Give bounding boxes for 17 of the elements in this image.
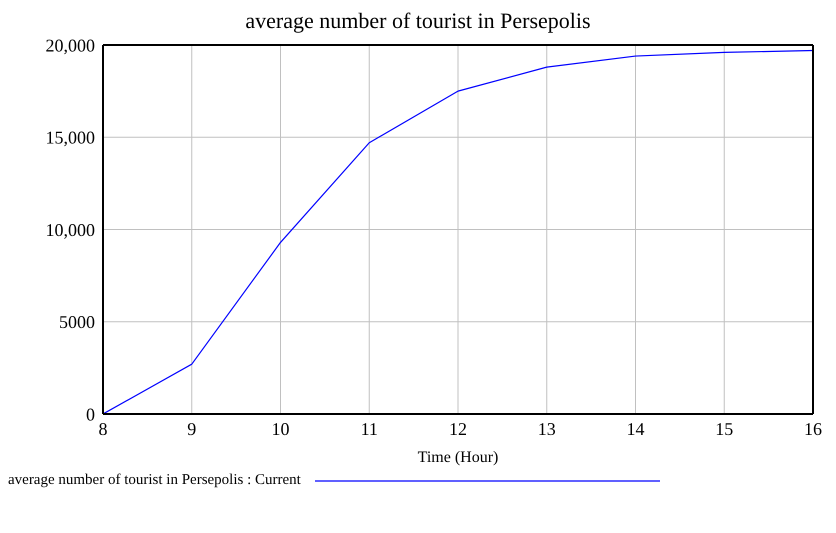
x-axis-title: Time (Hour) — [418, 449, 498, 466]
x-tick-label: 14 — [626, 418, 644, 439]
y-tick-label: 5000 — [59, 312, 95, 332]
y-tick-label: 20,000 — [46, 35, 95, 56]
x-tick-label: 11 — [360, 418, 378, 439]
text: average number of tourist in Persepolis : Current — [8, 472, 301, 489]
x-tick-label: 10 — [272, 418, 290, 439]
y-tick-label: 10,000 — [46, 220, 95, 240]
x-tick-label: 16 — [804, 418, 822, 439]
x-tick-label: 12 — [449, 418, 467, 439]
y-tick-label: 15,000 — [46, 128, 95, 148]
x-tick-label: 9 — [187, 418, 196, 439]
x-tick-label: 13 — [538, 418, 556, 439]
x-tick-label: 15 — [715, 418, 734, 439]
chart-title: average number of tourist in Persepolis — [244, 8, 592, 34]
y-tick-label: 0 — [86, 404, 95, 424]
x-tick-label: 8 — [98, 418, 108, 439]
